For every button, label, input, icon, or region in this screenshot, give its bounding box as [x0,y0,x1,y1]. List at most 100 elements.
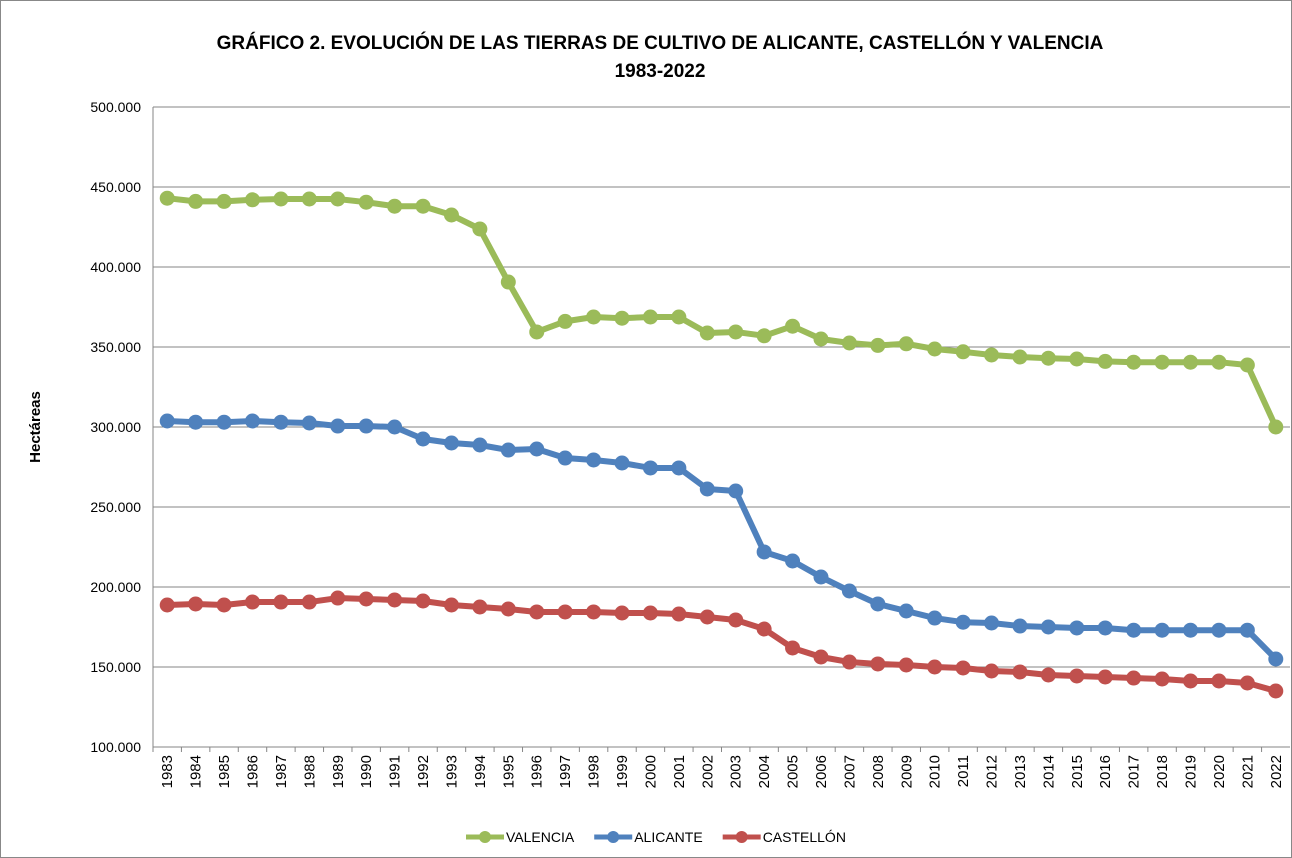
x-tick-label: 1999 [614,755,631,788]
series-point [1097,353,1113,369]
series-point [301,594,317,610]
x-tick-label: 1997 [557,755,574,788]
x-tick-label: 2012 [984,755,1001,788]
legend-marker [607,831,620,843]
x-tick-label: 1984 [188,755,205,788]
series-point [358,418,374,434]
series-point [642,460,658,476]
x-tick-label: 1990 [358,755,375,788]
series-point [671,460,687,476]
series-point [642,309,658,325]
series-point [1126,354,1142,370]
series-point [671,606,687,622]
series-point [927,659,943,675]
series-point [557,450,573,466]
series-point [500,601,516,617]
y-tick-label: 100.000 [90,739,141,755]
x-tick-label: 1987 [273,755,290,788]
series-point [216,193,232,209]
series-point [1268,651,1284,667]
series-point [984,615,1000,631]
series-point [870,337,886,353]
series-point [785,318,801,334]
series-point [813,331,829,347]
series-point [614,310,630,326]
series-point [1097,669,1113,685]
series-point [529,604,545,620]
series-line [166,195,1279,429]
series-point [159,413,175,429]
x-tick-label: 2015 [1069,755,1086,788]
x-tick-label: 2019 [1183,755,1200,788]
series-point [1126,670,1142,686]
series-point [699,481,715,497]
series-point [472,221,488,237]
series-point [244,594,260,610]
y-tick-label: 150.000 [90,659,141,675]
series-point [756,328,772,344]
y-tick-label: 300.000 [90,419,141,435]
series-point [1268,419,1284,435]
series-point [1040,619,1056,635]
series-point [415,593,431,609]
series-point [813,569,829,585]
x-tick-label: 1989 [330,755,347,788]
series-point [1097,620,1113,636]
x-tick-label: 2002 [699,755,716,788]
series-point [614,455,630,471]
series-point [301,191,317,207]
series-point [642,605,658,621]
series-point [358,194,374,210]
series-point [415,198,431,214]
series-point [301,415,317,431]
series-point [927,610,943,626]
series-point [188,193,204,209]
series-point [1012,349,1028,365]
x-tick-label: 2017 [1126,755,1143,788]
x-tick-label: 2014 [1040,755,1057,788]
series-point [1211,354,1227,370]
series-point [1239,357,1255,373]
series-point [188,414,204,430]
x-tick-label: 2008 [870,755,887,788]
series-point [813,649,829,665]
series-point [699,325,715,341]
x-tick-label: 1983 [159,755,176,788]
series-point [1040,350,1056,366]
series-point [443,597,459,613]
series-point [927,341,943,357]
series-point [1239,675,1255,691]
series-point [955,614,971,630]
x-tick-label: 1992 [415,755,432,788]
x-tick-label: 2009 [898,755,915,788]
y-tick-label: 250.000 [90,499,141,515]
series-point [216,597,232,613]
x-tick-label: 1991 [387,755,404,788]
series-point [159,597,175,613]
x-tick-label: 2016 [1097,755,1114,788]
series-point [841,335,857,351]
series-point [387,592,403,608]
series-point [728,612,744,628]
series-point [1154,622,1170,638]
series-point [159,190,175,206]
series-point [984,663,1000,679]
series-point [1211,622,1227,638]
series-point [443,207,459,223]
y-tick-label: 400.000 [90,259,141,275]
series-point [387,198,403,214]
x-tick-label: 2022 [1268,755,1285,788]
series-point [1069,351,1085,367]
series-point [273,414,289,430]
series-point [1154,354,1170,370]
series-point [1069,620,1085,636]
series-point [358,591,374,607]
legend-label: ALICANTE [634,829,702,845]
series-point [699,609,715,625]
series-point [898,336,914,352]
y-tick-label: 450.000 [90,179,141,195]
series-point [841,654,857,670]
series-point [1211,673,1227,689]
series-point [415,431,431,447]
